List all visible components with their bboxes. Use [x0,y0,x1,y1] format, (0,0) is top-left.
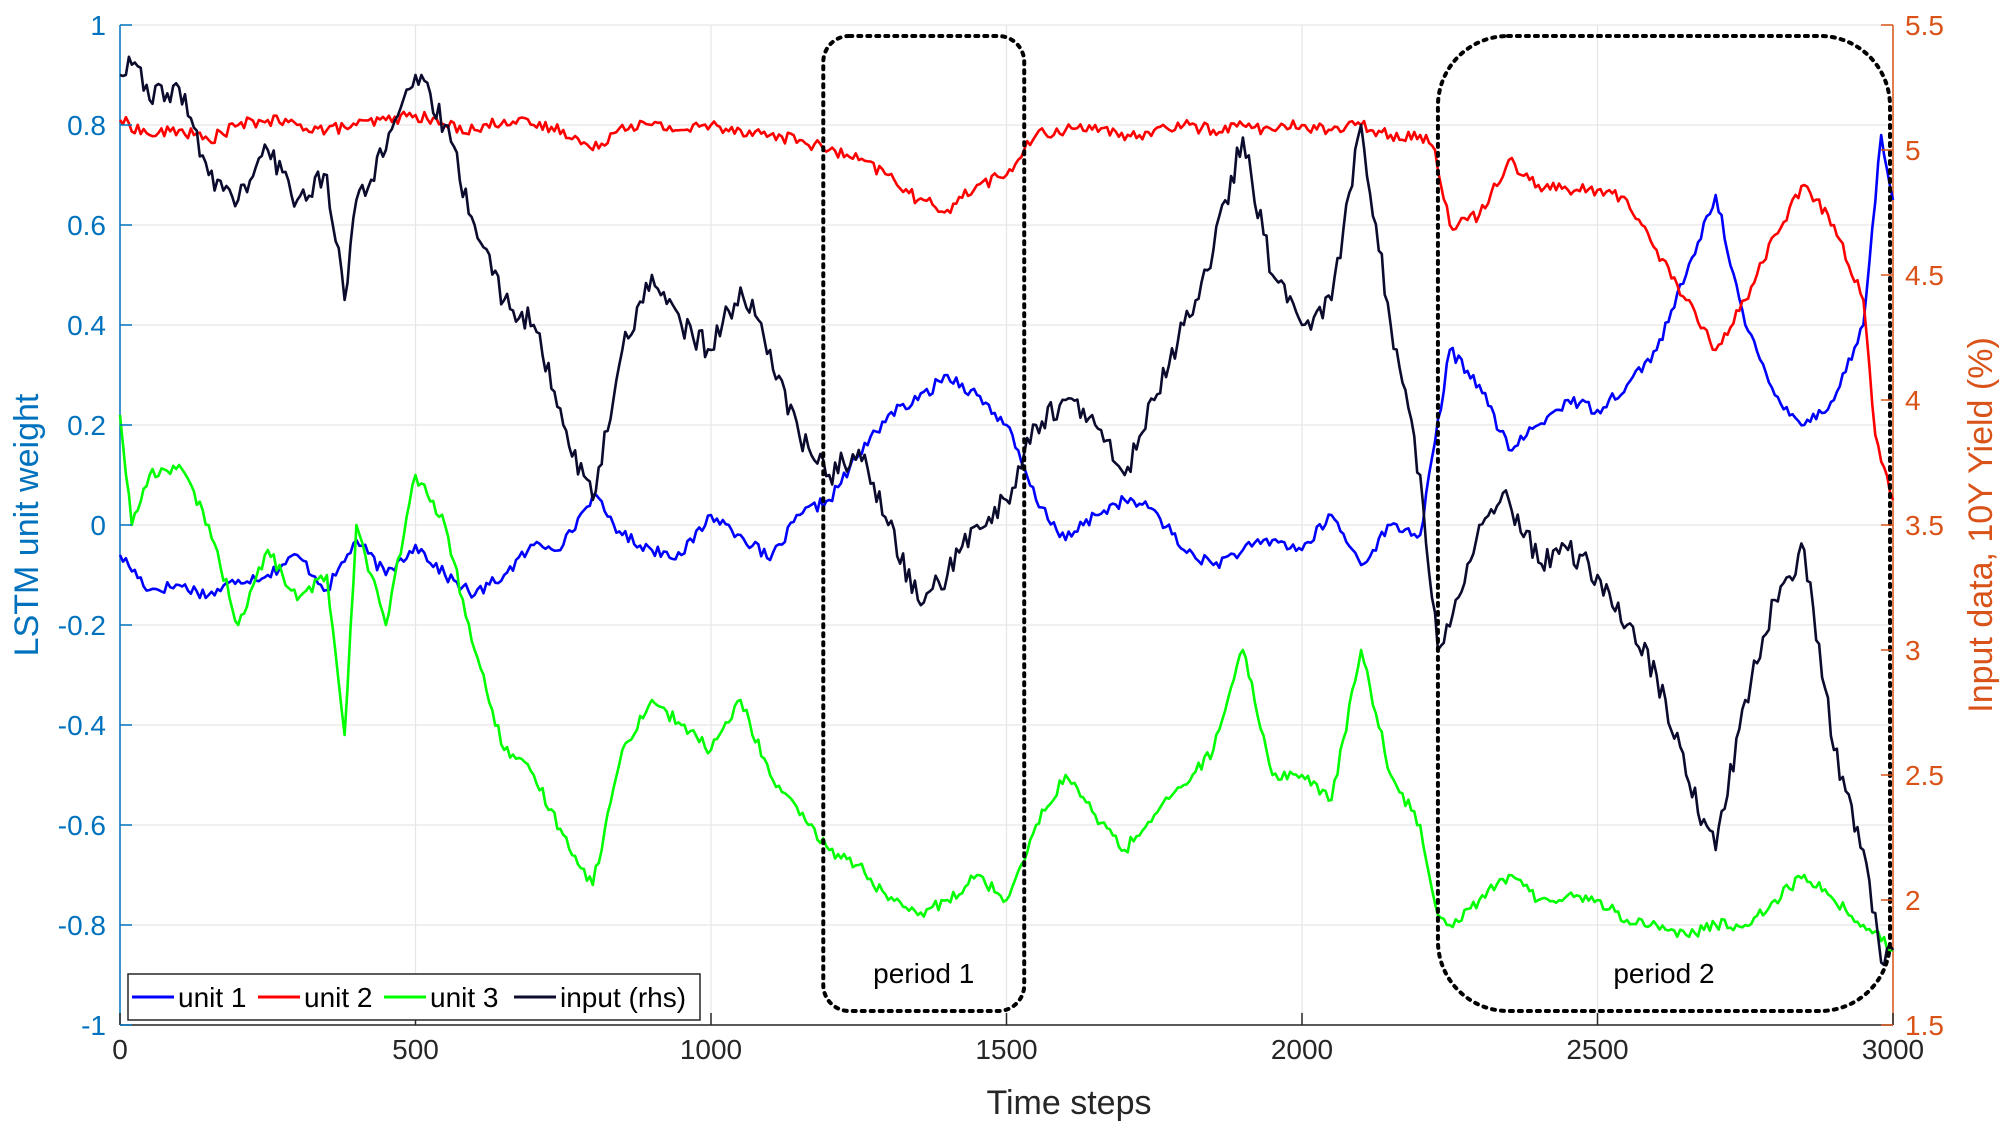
series-line-unit-1 [118,133,1895,600]
y-right-tick-label: 3.5 [1905,510,1944,541]
legend: unit 1 unit 2 unit 3 input (rhs) [127,973,701,1021]
y-axis-right-title: Input data, 10Y Yield (%) [1962,337,2000,713]
series-line-unit-2 [118,110,1895,501]
y-left-tick-label: -0.4 [58,710,106,741]
period-label-1: period 1 [873,958,974,989]
legend-label-input: input (rhs) [560,982,686,1013]
legend-label-unit-3: unit 3 [430,982,499,1013]
x-tick-label: 0 [112,1034,128,1065]
x-tick-label: 1000 [680,1034,742,1065]
tick-labels: 0 500 1000 1500 2000 2500 3000 -1 -0.8 -0.6 -0.4 -0… [58,10,1944,1065]
legend-label-unit-2: unit 2 [304,982,373,1013]
period-label-2: period 2 [1613,958,1714,989]
x-tick-label: 2000 [1271,1034,1333,1065]
y-axis-left-title: LSTM unit weight [8,393,46,656]
y-right-tick-label: 4 [1905,385,1921,416]
series-line-input-rhs- [119,55,1895,967]
y-left-tick-label: 0.2 [67,410,106,441]
y-right-tick-label: 3 [1905,635,1921,666]
legend-label-unit-1: unit 1 [178,982,247,1013]
series-group [118,55,1895,967]
period-box-1 [821,34,1027,1013]
y-left-tick-label: -1 [81,1010,106,1041]
period-annotations: period 1 period 2 [821,34,1893,1013]
period-box-2 [1435,34,1893,1013]
y-left-tick-label: -0.6 [58,810,106,841]
y-left-tick-label: 0.6 [67,210,106,241]
series-line-unit-3 [118,414,1894,953]
y-right-tick-label: 2.5 [1905,760,1944,791]
y-left-tick-label: 0 [90,510,106,541]
y-left-tick-label: -0.2 [58,610,106,641]
y-right-tick-label: 4.5 [1905,260,1944,291]
x-tick-label: 1500 [975,1034,1037,1065]
y-left-tick-label: 0.8 [67,110,106,141]
y-left-tick-label: 0.4 [67,310,106,341]
y-left-tick-label: 1 [90,10,106,41]
x-tick-label: 2500 [1566,1034,1628,1065]
x-tick-label: 500 [392,1034,439,1065]
y-right-tick-label: 2 [1905,885,1921,916]
y-left-tick-label: -0.8 [58,910,106,941]
y-right-tick-label: 5 [1905,135,1921,166]
x-tick-label: 3000 [1862,1034,1924,1065]
y-right-tick-label: 5.5 [1905,10,1944,41]
x-axis-title: Time steps [986,1084,1151,1122]
y-right-tick-label: 1.5 [1905,1010,1944,1041]
